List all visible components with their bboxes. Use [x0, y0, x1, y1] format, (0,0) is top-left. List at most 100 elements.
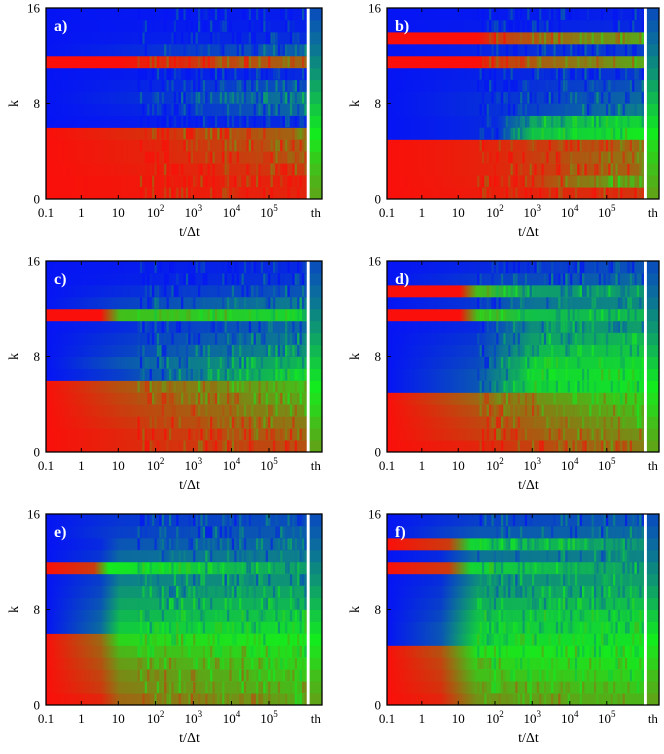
flicker-stripe: [622, 585, 625, 598]
flicker-stripe: [200, 151, 203, 164]
flicker-stripe: [629, 272, 632, 285]
flicker-stripe: [207, 356, 210, 369]
flicker-stripe: [501, 514, 504, 526]
flicker-stripe: [219, 320, 222, 333]
flicker-stripe: [202, 43, 206, 56]
heatmap-row: [46, 428, 307, 441]
flicker-stripe: [572, 115, 575, 128]
flicker-stripe: [605, 187, 609, 199]
flicker-stripe: [520, 657, 523, 670]
flicker-stripe: [166, 115, 169, 128]
flicker-stripe: [280, 151, 283, 164]
flicker-stripe: [532, 392, 535, 405]
flicker-stripe: [627, 549, 630, 562]
flicker-stripe: [605, 139, 609, 152]
flicker-stripe: [292, 633, 295, 646]
flicker-stripe: [243, 296, 247, 309]
flicker-stripe: [246, 368, 249, 381]
heatmap-row: [387, 669, 645, 682]
flicker-stripe: [546, 296, 549, 309]
flicker-stripe: [190, 91, 193, 104]
flicker-stripe: [166, 549, 169, 562]
flicker-stripe: [534, 91, 537, 104]
flicker-stripe: [173, 115, 177, 128]
flicker-stripe: [496, 681, 499, 694]
flicker-stripe: [605, 404, 609, 417]
flicker-stripe: [529, 187, 532, 199]
flicker-stripe: [510, 392, 513, 405]
flicker-stripe: [217, 320, 220, 333]
flicker-stripe: [137, 537, 140, 550]
y-axis-label: k: [348, 353, 363, 360]
flicker-stripe: [139, 645, 143, 658]
flicker-stripe: [529, 320, 532, 333]
flicker-stripe: [260, 139, 264, 152]
flicker-stripe: [217, 284, 220, 297]
flicker-stripe: [285, 657, 288, 670]
flicker-stripe: [574, 91, 578, 104]
flicker-stripe: [622, 609, 625, 622]
flicker-stripe: [270, 428, 273, 441]
flicker-stripe: [622, 151, 625, 164]
flicker-stripe: [227, 440, 230, 452]
flicker-stripe: [164, 19, 167, 32]
flicker-stripe: [142, 261, 145, 273]
flicker-stripe: [149, 416, 152, 429]
flicker-stripe: [536, 537, 539, 550]
flicker-stripe: [512, 428, 516, 441]
flicker-stripe: [236, 320, 239, 333]
flicker-stripe: [498, 404, 501, 417]
flicker-stripe: [620, 645, 623, 658]
flicker-stripe: [558, 597, 561, 610]
flicker-stripe: [620, 115, 623, 128]
flicker-stripe: [577, 392, 580, 405]
flicker-stripe: [560, 139, 563, 152]
flicker-stripe: [558, 404, 561, 417]
flicker-stripe: [253, 549, 256, 562]
flicker-stripe: [565, 79, 568, 92]
flicker-stripe: [183, 681, 186, 694]
flicker-stripe: [234, 573, 237, 586]
heatmap-row: [46, 79, 307, 93]
flicker-stripe: [577, 380, 580, 393]
flicker-stripe: [147, 19, 150, 32]
thermal-cell: [646, 356, 659, 369]
flicker-stripe: [481, 139, 485, 152]
flicker-stripe: [479, 585, 482, 598]
flicker-stripe: [520, 344, 523, 357]
flicker-stripe: [517, 368, 520, 381]
flicker-stripe: [560, 79, 563, 92]
flicker-stripe: [632, 514, 635, 526]
flicker-stripe: [149, 368, 152, 381]
flicker-stripe: [294, 645, 297, 658]
flicker-stripe: [285, 332, 288, 345]
flicker-stripe: [156, 657, 160, 670]
flicker-stripe: [154, 669, 157, 682]
flicker-stripe: [620, 669, 623, 682]
flicker-stripe: [608, 261, 611, 273]
flicker-stripe: [251, 657, 254, 670]
flicker-stripe: [171, 332, 174, 345]
flicker-stripe: [156, 356, 160, 369]
thermal-cell: [309, 127, 322, 140]
flicker-stripe: [294, 681, 297, 694]
flicker-stripe: [304, 609, 307, 622]
flicker-stripe: [236, 127, 239, 140]
flicker-stripe: [275, 308, 278, 321]
flicker-stripe: [236, 380, 239, 393]
flicker-stripe: [496, 175, 499, 188]
flicker-stripe: [195, 368, 198, 381]
flicker-stripe: [582, 440, 585, 452]
flicker-stripe: [285, 428, 288, 441]
flicker-stripe: [227, 187, 230, 199]
flicker-stripe: [639, 585, 642, 598]
flicker-stripe: [617, 332, 621, 345]
flicker-stripe: [231, 284, 235, 297]
flicker-stripe: [505, 187, 508, 199]
flicker-stripe: [596, 693, 599, 705]
flicker-stripe: [282, 344, 285, 357]
flicker-stripe: [503, 67, 506, 80]
flicker-stripe: [263, 681, 266, 694]
flicker-stripe: [265, 514, 268, 526]
x-tick-label: 1: [419, 205, 426, 220]
